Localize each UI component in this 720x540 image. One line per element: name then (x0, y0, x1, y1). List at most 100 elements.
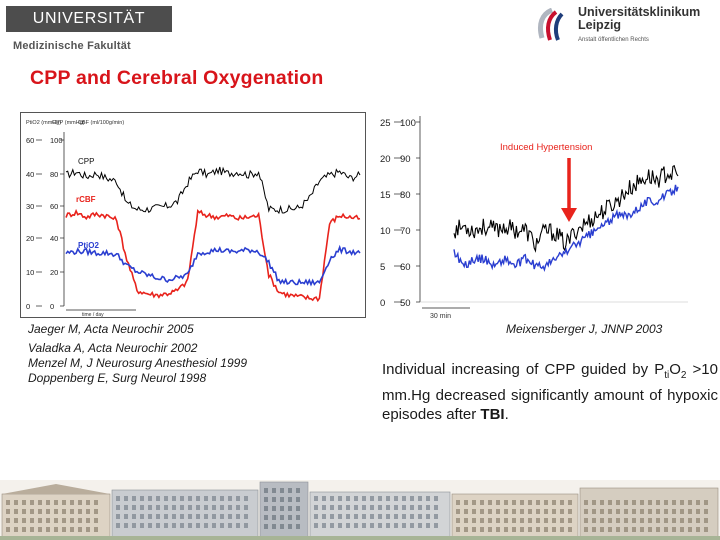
building-window (124, 505, 128, 510)
building-window (464, 518, 468, 523)
building-window (402, 514, 406, 519)
building-window (156, 496, 160, 501)
building-window (70, 527, 74, 532)
building-window (116, 496, 120, 501)
building-window (512, 518, 516, 523)
time-scale-label: time / day (82, 312, 104, 318)
building-window (54, 509, 58, 514)
building-window (346, 523, 350, 528)
building-window (338, 514, 342, 519)
building-window (148, 523, 152, 528)
building-window (46, 518, 50, 523)
building-window (704, 509, 708, 514)
building-window (624, 509, 628, 514)
building-window (140, 514, 144, 519)
building-window (22, 518, 26, 523)
clinic-name: Universitätsklinikum Leipzig (578, 6, 700, 32)
building-window (680, 527, 684, 532)
tick-label-cpp: 80 (50, 170, 58, 179)
building-window (688, 509, 692, 514)
building-window (264, 506, 268, 511)
building-window (496, 518, 500, 523)
building-window (62, 518, 66, 523)
building-window (212, 523, 216, 528)
tick-label-right: 60 (400, 262, 411, 273)
building-window (464, 509, 468, 514)
building-window (664, 509, 668, 514)
building-window (70, 500, 74, 505)
building-window (504, 518, 508, 523)
building-window (244, 505, 248, 510)
building-window (132, 523, 136, 528)
building-window (616, 518, 620, 523)
building-window (354, 505, 358, 510)
building-window (228, 523, 232, 528)
building-window (394, 514, 398, 519)
building-window (672, 509, 676, 514)
citation-item: Valadka A, Acta Neurochir 2002 (28, 341, 198, 355)
building-window (394, 496, 398, 501)
building-window (188, 514, 192, 519)
building-window (528, 527, 532, 532)
building-window (314, 496, 318, 501)
building-window (272, 488, 276, 493)
building-window (236, 523, 240, 528)
building-window (280, 524, 284, 529)
building-window (272, 524, 276, 529)
building-window (172, 496, 176, 501)
building-window (220, 496, 224, 501)
tick-label-cpp: 100 (50, 136, 63, 145)
building-window (140, 523, 144, 528)
tick-label-pto2: 40 (26, 170, 34, 179)
building-window (456, 518, 460, 523)
building-window (648, 500, 652, 505)
citation-right: Meixensberger J, JNNP 2003 (506, 322, 663, 336)
building-window (472, 527, 476, 532)
tick-label-pto2: 60 (26, 136, 34, 145)
building-window (464, 527, 468, 532)
building-window (272, 515, 276, 520)
building-window (672, 527, 676, 532)
tick-label-right: 90 (400, 154, 411, 165)
building-window (632, 500, 636, 505)
building-window (464, 500, 468, 505)
building-window (434, 514, 438, 519)
building-window (228, 496, 232, 501)
building-window (116, 514, 120, 519)
building-window (488, 527, 492, 532)
building-window (648, 509, 652, 514)
building-window (504, 500, 508, 505)
building-window (394, 505, 398, 510)
building-window (62, 527, 66, 532)
building-window (314, 514, 318, 519)
tick-label-left: 5 (380, 262, 385, 273)
building-window (38, 509, 42, 514)
building-window (94, 527, 98, 532)
building-window (370, 514, 374, 519)
building-window (330, 496, 334, 501)
building-window (560, 509, 564, 514)
building-window (220, 514, 224, 519)
building-window (402, 523, 406, 528)
building-window (94, 509, 98, 514)
building-window (204, 496, 208, 501)
building-window (640, 509, 644, 514)
building-window (86, 527, 90, 532)
tick-label-left: 25 (380, 118, 391, 129)
building-window (54, 500, 58, 505)
building-window (426, 523, 430, 528)
building-window (330, 505, 334, 510)
building-window (46, 500, 50, 505)
tick-label-left: 20 (380, 154, 391, 165)
building-window (560, 527, 564, 532)
building-window (244, 514, 248, 519)
clinic-name-line2: Leipzig (578, 18, 622, 32)
building-window (544, 527, 548, 532)
building-window (78, 527, 82, 532)
building-window (164, 523, 168, 528)
building-window (608, 527, 612, 532)
building-window (386, 514, 390, 519)
tick-label-cpp: 0 (50, 302, 54, 311)
building-window (6, 518, 10, 523)
building-window (552, 509, 556, 514)
